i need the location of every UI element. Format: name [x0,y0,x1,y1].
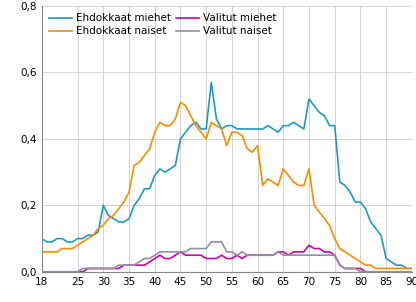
Ehdokkaat miehet [379,233,384,237]
Ehdokkaat naiset [353,257,358,260]
Valitut naiset [39,270,44,274]
Line: Valitut naiset: Valitut naiset [42,242,412,272]
Ehdokkaat miehet [163,170,168,174]
Valitut miehet [379,270,384,274]
Valitut naiset [229,250,234,254]
Ehdokkaat miehet [363,207,368,210]
Ehdokkaat naiset [121,200,126,204]
Ehdokkaat naiset [384,267,389,270]
Valitut naiset [209,240,214,244]
Ehdokkaat naiset [373,267,378,270]
Line: Valitut miehet: Valitut miehet [42,245,412,272]
Valitut miehet [307,243,312,247]
Ehdokkaat naiset [409,267,414,270]
Valitut miehet [224,257,229,260]
Ehdokkaat miehet [404,267,409,270]
Valitut naiset [163,250,168,254]
Valitut miehet [121,263,126,267]
Valitut miehet [353,267,358,270]
Legend: Ehdokkaat miehet, Ehdokkaat naiset, Valitut miehet, Valitut naiset: Ehdokkaat miehet, Ehdokkaat naiset, Vali… [47,11,279,39]
Valitut naiset [379,270,384,274]
Ehdokkaat miehet [229,124,234,127]
Line: Ehdokkaat miehet: Ehdokkaat miehet [42,82,412,268]
Ehdokkaat miehet [409,267,414,270]
Ehdokkaat miehet [121,220,126,224]
Valitut naiset [353,267,358,270]
Ehdokkaat naiset [178,101,183,104]
Valitut miehet [363,270,368,274]
Ehdokkaat miehet [209,81,214,84]
Ehdokkaat naiset [363,263,368,267]
Ehdokkaat naiset [163,124,168,127]
Ehdokkaat naiset [39,250,44,254]
Ehdokkaat naiset [229,130,234,134]
Line: Ehdokkaat naiset: Ehdokkaat naiset [42,102,412,268]
Valitut naiset [121,263,126,267]
Valitut miehet [163,257,168,260]
Valitut miehet [39,270,44,274]
Valitut miehet [409,270,414,274]
Valitut naiset [409,270,414,274]
Valitut naiset [363,270,368,274]
Ehdokkaat miehet [353,200,358,204]
Ehdokkaat miehet [39,237,44,240]
